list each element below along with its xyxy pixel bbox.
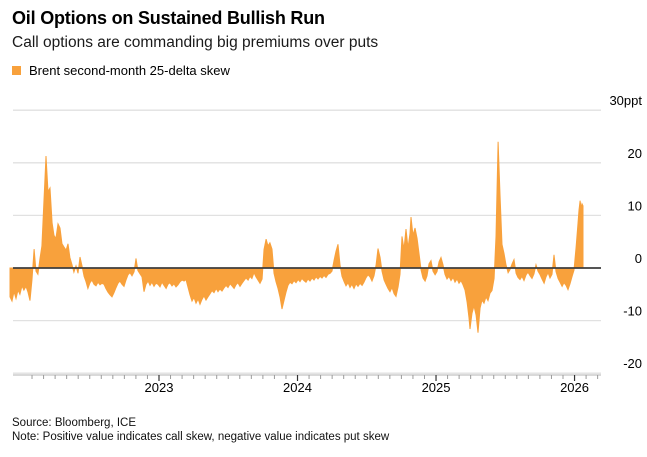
skew-area-chart: 2023 2024 2025 2026 30ppt 20 10 0 -10 -20 <box>9 93 642 395</box>
svg-text:30ppt: 30ppt <box>609 93 642 108</box>
note-text: Note: Positive value indicates call skew… <box>12 431 390 443</box>
y-axis-labels: 30ppt 20 10 0 -10 -20 <box>609 93 642 371</box>
page-title: Oil Options on Sustained Bullish Run <box>12 8 325 28</box>
svg-text:10: 10 <box>628 198 642 213</box>
gridlines <box>13 109 601 374</box>
svg-text:0: 0 <box>635 251 642 266</box>
svg-text:2024: 2024 <box>283 380 312 395</box>
legend-label: Brent second-month 25-delta skew <box>29 63 230 78</box>
page-subtitle: Call options are commanding big premiums… <box>12 34 379 51</box>
x-axis: 2023 2024 2025 2026 <box>13 374 601 395</box>
svg-text:2023: 2023 <box>145 380 174 395</box>
svg-text:-10: -10 <box>623 304 642 319</box>
legend: Brent second-month 25-delta skew <box>12 63 230 78</box>
legend-swatch-icon <box>12 66 21 75</box>
svg-text:2025: 2025 <box>422 380 451 395</box>
source-text: Source: Bloomberg, ICE <box>12 417 137 429</box>
area-series <box>9 141 584 333</box>
svg-text:-20: -20 <box>623 356 642 371</box>
svg-text:20: 20 <box>628 146 642 161</box>
svg-text:2026: 2026 <box>560 380 589 395</box>
chart-area: 2023 2024 2025 2026 30ppt 20 10 0 -10 -20 <box>0 85 647 397</box>
